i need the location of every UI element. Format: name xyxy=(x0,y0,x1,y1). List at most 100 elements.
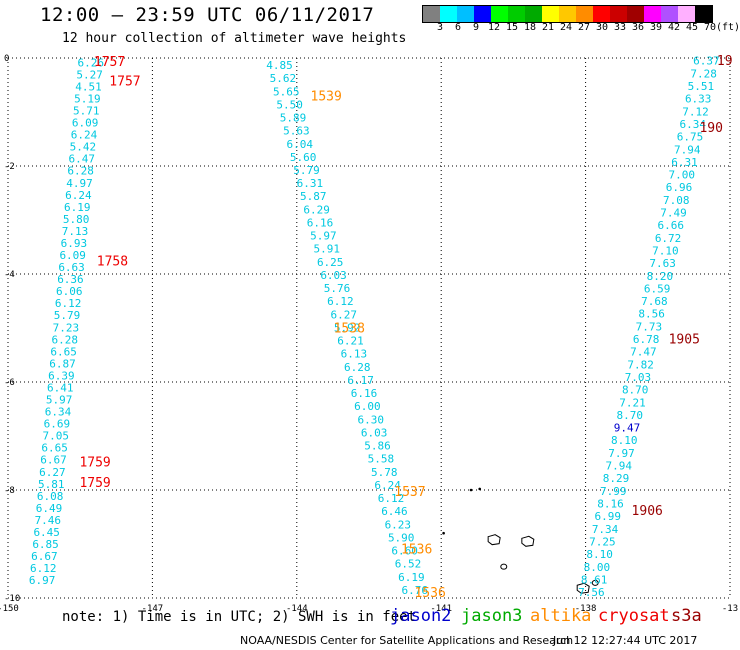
wave-height-value: 6.13 xyxy=(341,348,368,361)
wave-height-value: 9.47 xyxy=(614,422,641,435)
wave-height-value: 5.42 xyxy=(70,141,97,154)
wave-height-value: 6.28 xyxy=(52,333,79,346)
colorbar-swatch xyxy=(457,6,474,22)
x-tick-label: -150 xyxy=(0,604,19,614)
wave-height-colorbar xyxy=(422,5,713,23)
wave-height-value: 5.27 xyxy=(76,68,103,81)
wave-height-value: 6.99 xyxy=(595,510,622,523)
colorbar-label: 12 xyxy=(487,22,501,33)
wave-height-value: 7.12 xyxy=(682,105,709,118)
colorbar-label: 42 xyxy=(667,22,681,33)
island-outline xyxy=(591,579,599,586)
wave-height-value: 5.19 xyxy=(74,92,101,105)
x-tick-label: -147 xyxy=(142,604,164,614)
wave-height-value: 6.04 xyxy=(287,138,314,151)
wave-height-value: 6.24 xyxy=(374,479,401,492)
colorbar-label: 21 xyxy=(541,22,555,33)
colorbar-labels: 3 6 9 12 15 18 21 24 27 30 33 36 39 42 45 70 (ft) xyxy=(422,22,740,36)
wave-height-value: 7.03 xyxy=(625,371,652,384)
wave-height-value: 7.05 xyxy=(42,430,69,443)
island-dot xyxy=(469,488,473,492)
colorbar-swatch xyxy=(695,6,712,22)
page-title: 12:00 — 23:59 UTC 06/11/2017 xyxy=(40,4,375,26)
wave-height-value: 6.19 xyxy=(64,201,91,214)
wave-height-value: 6.41 xyxy=(47,381,74,394)
x-tick-label: -138 xyxy=(575,604,597,614)
wave-height-value: 6.21 xyxy=(337,335,364,348)
wave-height-value: 5.63 xyxy=(283,125,310,138)
wave-height-value: 6.78 xyxy=(633,333,660,346)
pass-time-label: 1905 xyxy=(669,332,700,347)
wave-height-value: 6.23 xyxy=(385,518,412,531)
wave-height-value: 6.97 xyxy=(29,574,56,587)
pass-time-label: 19 xyxy=(717,54,733,69)
wave-height-value: 6.17 xyxy=(347,374,374,387)
wave-height-value: 6.28 xyxy=(67,165,94,178)
wave-height-value: 5.51 xyxy=(688,80,715,93)
colorbar-label: 30 xyxy=(595,22,609,33)
island-dot xyxy=(478,487,482,491)
wave-height-value: 6.36 xyxy=(57,273,84,286)
wave-height-value: 6.09 xyxy=(59,249,86,262)
wave-height-value: 6.96 xyxy=(666,181,693,194)
wave-height-value: 6.33 xyxy=(685,93,712,106)
wave-height-value: 7.73 xyxy=(636,320,663,333)
colorbar-label: 9 xyxy=(472,22,480,33)
colorbar-swatch xyxy=(661,6,678,22)
colorbar-swatch xyxy=(542,6,559,22)
wave-height-value: 7.21 xyxy=(619,396,646,409)
wave-height-value: 6.03 xyxy=(320,269,347,282)
footnote: note: 1) Time is in UTC; 2) SWH is in fe… xyxy=(62,609,417,625)
wave-height-value: 6.59 xyxy=(644,282,671,295)
wave-height-value: 5.79 xyxy=(293,164,320,177)
wave-height-value: 7.34 xyxy=(592,523,619,536)
pass-time-label: 1539 xyxy=(311,89,342,104)
wave-height-value: 5.76 xyxy=(324,282,351,295)
colorbar-label: 24 xyxy=(559,22,573,33)
y-tick-label: -6 xyxy=(4,378,15,388)
pass-time-label: 1759 xyxy=(79,476,110,491)
pass-time-label: 1758 xyxy=(97,255,128,270)
wave-height-value: 6.65 xyxy=(41,442,68,455)
colorbar-label: 27 xyxy=(577,22,591,33)
colorbar-label: 39 xyxy=(649,22,663,33)
wave-height-value: 6.28 xyxy=(344,361,371,374)
wave-height-value: 5.87 xyxy=(300,190,327,203)
wave-height-value: 6.47 xyxy=(68,153,95,166)
wave-height-value: 7.13 xyxy=(62,225,89,238)
wave-height-value: 6.67 xyxy=(40,454,67,467)
wave-height-value: 6.39 xyxy=(48,369,75,382)
wave-height-value: 5.91 xyxy=(314,243,341,256)
pass-time-label: 1537 xyxy=(394,485,425,500)
island-dot xyxy=(442,531,445,535)
wave-height-value: 6.08 xyxy=(37,490,64,503)
wave-height-value: 4.97 xyxy=(66,177,93,190)
island-outline xyxy=(521,535,535,547)
wave-height-value: 6.37 xyxy=(693,55,720,68)
colorbar-swatch xyxy=(627,6,644,22)
x-tick-label: -13 xyxy=(722,604,738,614)
wave-height-value: 7.28 xyxy=(690,67,717,80)
wave-height-value: 6.67 xyxy=(31,550,58,563)
wave-height-value: 8.20 xyxy=(647,270,674,283)
wave-height-value: 8.10 xyxy=(611,434,638,447)
island-outline xyxy=(500,563,508,570)
wave-height-value: 7.10 xyxy=(652,244,679,257)
pass-time-label: 1757 xyxy=(94,55,125,70)
wave-height-value: 6.72 xyxy=(655,232,682,245)
wave-height-value: 6.03 xyxy=(361,426,388,439)
pass-time-label: 1536 xyxy=(401,542,432,557)
wave-height-value: 6.63 xyxy=(58,261,85,274)
wave-height-value: 5.90 xyxy=(388,531,415,544)
pass-time-label: 1536 xyxy=(414,586,445,601)
wave-height-value: 5.60 xyxy=(290,151,317,164)
wave-height-value: 6.09 xyxy=(72,117,99,130)
generation-timestamp: Jun 12 12:27:44 UTC 2017 xyxy=(553,634,698,647)
wave-height-value: 6.12 xyxy=(55,297,82,310)
wave-height-value: 6.49 xyxy=(36,502,63,515)
wave-height-value: 8.70 xyxy=(616,409,643,422)
colorbar-swatch xyxy=(525,6,542,22)
colorbar-swatch xyxy=(593,6,610,22)
wave-height-value: 6.19 xyxy=(398,571,425,584)
